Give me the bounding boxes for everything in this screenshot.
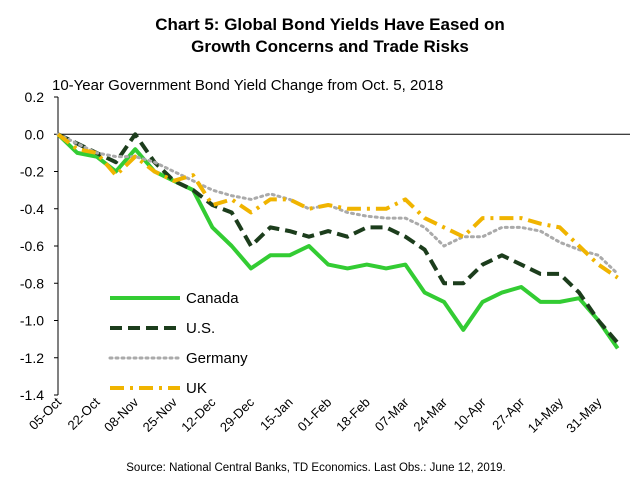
x-tick-label: 14-May — [525, 394, 567, 436]
x-tick-label: 29-Dec — [217, 394, 258, 435]
y-tick-label: -1.2 — [20, 350, 44, 366]
x-tick-label: 22-Oct — [65, 394, 103, 432]
series-line — [56, 132, 619, 280]
y-tick-label: -1.4 — [20, 387, 44, 403]
x-tick-label: 01-Feb — [295, 395, 335, 435]
x-tick-label: 18-Feb — [333, 395, 373, 435]
source-note: Source: National Central Banks, TD Econo… — [126, 462, 505, 474]
series-line — [56, 132, 620, 350]
y-tick-label: -0.4 — [20, 201, 44, 217]
legend-label: Canada — [186, 290, 239, 307]
x-tick-label: 12-Dec — [178, 394, 219, 435]
chart-title: Chart 5: Global Bond Yields Have Eased o… — [155, 15, 505, 34]
x-tick-label: 25-Nov — [140, 394, 181, 435]
legend-label: UK — [186, 380, 207, 397]
x-tick-label: 31-May — [563, 394, 605, 436]
x-tick-label: 15-Jan — [257, 395, 296, 434]
y-tick-label: -0.6 — [20, 238, 44, 254]
x-tick-label: 10-Apr — [451, 394, 490, 433]
x-tick-label: 08-Nov — [101, 394, 142, 435]
series-line — [57, 132, 620, 345]
y-tick-label: -1.0 — [20, 313, 44, 329]
y-tick-label: -0.8 — [20, 275, 44, 291]
chart-title: Growth Concerns and Trade Risks — [191, 37, 469, 56]
legend-label: Germany — [186, 350, 248, 367]
x-tick-label: 07-Mar — [372, 394, 412, 434]
series-line — [56, 132, 620, 276]
y-tick-label: 0.2 — [25, 89, 45, 105]
y-tick-label: 0.0 — [25, 126, 45, 142]
legend-label: U.S. — [186, 320, 215, 337]
chart-subtitle: 10-Year Government Bond Yield Change fro… — [52, 77, 443, 94]
x-tick-label: 27-Apr — [489, 394, 528, 433]
x-tick-label: 24-Mar — [410, 394, 450, 434]
y-tick-label: -0.2 — [20, 164, 44, 180]
